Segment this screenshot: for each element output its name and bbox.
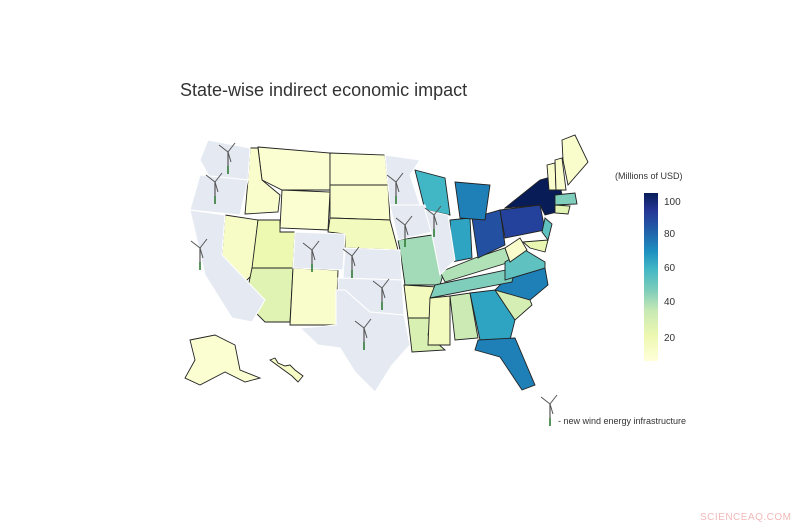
state-SD bbox=[329, 184, 391, 221]
state-FL bbox=[474, 337, 536, 391]
state-CO bbox=[292, 231, 346, 271]
state-TN bbox=[429, 267, 516, 299]
wind-turbine-icon bbox=[372, 278, 390, 310]
state-MI bbox=[454, 181, 491, 221]
state-PA bbox=[499, 204, 546, 239]
state-WI bbox=[414, 169, 451, 216]
wind-turbine-icon bbox=[386, 172, 404, 204]
wind-turbine-icon bbox=[342, 246, 360, 278]
state-NH bbox=[554, 157, 567, 191]
state-HI bbox=[269, 357, 304, 383]
state-AK bbox=[184, 334, 262, 386]
wind-turbine-icon bbox=[218, 142, 236, 174]
state-MD bbox=[521, 239, 549, 253]
map-title: State-wise indirect economic impact bbox=[180, 80, 468, 100]
wind-turbine-icon bbox=[302, 240, 320, 272]
state-WV bbox=[504, 237, 528, 263]
watermark: SCIENCEAQ.COM bbox=[700, 512, 792, 523]
state-OR bbox=[189, 174, 249, 216]
state-WY bbox=[279, 189, 331, 231]
state-GA bbox=[469, 289, 516, 341]
legend-label: - new wind energy infrastructure bbox=[558, 416, 687, 426]
state-NM bbox=[289, 267, 339, 326]
state-ND bbox=[329, 152, 389, 186]
colorbar-tick: 80 bbox=[664, 229, 676, 240]
colorbar-tick: 20 bbox=[664, 333, 676, 344]
state-WA bbox=[199, 139, 251, 181]
state-ME bbox=[561, 134, 589, 186]
state-MN bbox=[384, 154, 421, 206]
wind-turbine-icon bbox=[205, 172, 223, 204]
state-IL bbox=[424, 209, 456, 277]
state-CA bbox=[189, 209, 266, 323]
colorbar-tick: 60 bbox=[664, 263, 676, 274]
colorbar-title: (Millions of USD) bbox=[615, 171, 683, 181]
state-TX bbox=[298, 289, 411, 393]
state-AL bbox=[449, 292, 479, 341]
state-CT bbox=[554, 204, 571, 215]
wind-turbine-icon bbox=[190, 238, 208, 270]
state-VT bbox=[546, 162, 557, 191]
state-ID bbox=[244, 147, 281, 215]
state-MS bbox=[427, 295, 451, 346]
state-MT bbox=[257, 146, 331, 191]
state-OH bbox=[471, 209, 506, 259]
state-MA bbox=[554, 192, 578, 206]
wind-turbine-icon bbox=[424, 205, 442, 237]
colorbar-tick: 100 bbox=[664, 197, 681, 208]
wind-turbine-icon bbox=[395, 215, 413, 247]
legend-wind-turbine-icon bbox=[540, 394, 558, 426]
colorbar-tick: 40 bbox=[664, 297, 676, 308]
colorbar bbox=[644, 193, 658, 361]
wind-turbine-icon bbox=[354, 318, 372, 350]
